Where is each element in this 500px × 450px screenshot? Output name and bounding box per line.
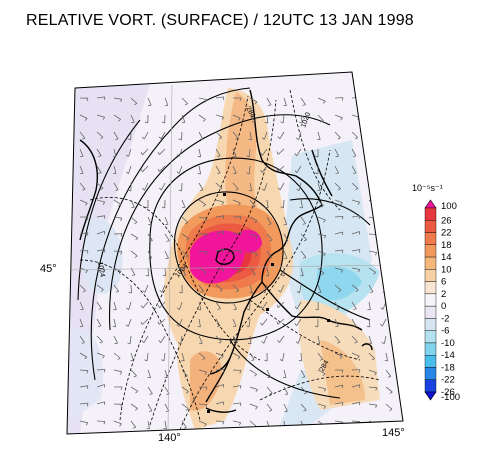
contour-label-1020: 1020 [300, 112, 312, 129]
colorbar-label: -100 [441, 392, 460, 403]
colorbar-swatch [424, 379, 437, 393]
colorbar-swatch [424, 244, 437, 258]
colorbar-unit: 10⁻⁵s⁻¹ [412, 183, 443, 193]
colorbar-swatches [424, 199, 437, 401]
contour-label-284-bottom: 284 [319, 359, 331, 373]
coastlines [79, 89, 373, 413]
colorbar-label: -18 [441, 362, 455, 373]
colorbar-label: -10 [441, 338, 455, 349]
contour-label-1024: 1024 [96, 261, 106, 278]
colorbar-label: 26 [441, 215, 452, 226]
positive-vorticity-shading [164, 88, 380, 430]
colorbar-label: -2 [441, 313, 449, 324]
colorbar-label: 100 [441, 201, 457, 212]
lat-label-45: 45° [40, 263, 57, 275]
colorbar-swatch [424, 256, 437, 270]
graticule [69, 84, 396, 431]
colorbar-swatch [424, 367, 437, 380]
temperature-contours [79, 89, 381, 431]
colorbar-label: -26 [441, 387, 455, 398]
colorbar-label: -6 [441, 326, 449, 337]
colorbar-swatch [424, 305, 437, 319]
map-panel [67, 72, 403, 434]
colorbar-swatch [424, 232, 437, 246]
colorbar-swatch [424, 269, 437, 282]
station-markers [207, 193, 330, 413]
contour-label-284-top: 284 [244, 106, 256, 120]
colorbar-swatch [424, 220, 437, 233]
colorbar-swatch [424, 293, 437, 307]
map-border [66, 71, 404, 435]
lon-label-145: 145° [382, 427, 405, 439]
colorbar-swatch [424, 330, 437, 344]
colorbar-swatch [424, 318, 437, 331]
colorbar-swatch-top [424, 199, 437, 209]
map-title: RELATIVE VORT. (SURFACE) / 12UTC 13 JAN … [26, 12, 414, 29]
wind-barbs [79, 96, 393, 430]
colorbar-label: 22 [441, 228, 452, 239]
colorbar-label: 2 [441, 289, 446, 300]
lon-label-140: 140° [158, 432, 181, 444]
colorbar-label: 18 [441, 240, 452, 251]
colorbar-swatch [424, 207, 437, 221]
colorbar-label: 14 [441, 252, 452, 263]
isobar-contours [77, 87, 371, 399]
colorbar-swatch [424, 281, 437, 295]
axis-labels: 45° 140° 145° [40, 263, 405, 444]
colorbar-swatch-bottom [424, 391, 437, 401]
colorbar-label: 6 [441, 277, 446, 288]
colorbar-label: 10 [441, 264, 452, 275]
colorbar-label: 0 [441, 301, 446, 312]
colorbar-label: -22 [441, 375, 455, 386]
colorbar-swatch [424, 342, 437, 356]
colorbar-swatch [424, 355, 437, 368]
colorbar-label: -14 [441, 350, 455, 361]
